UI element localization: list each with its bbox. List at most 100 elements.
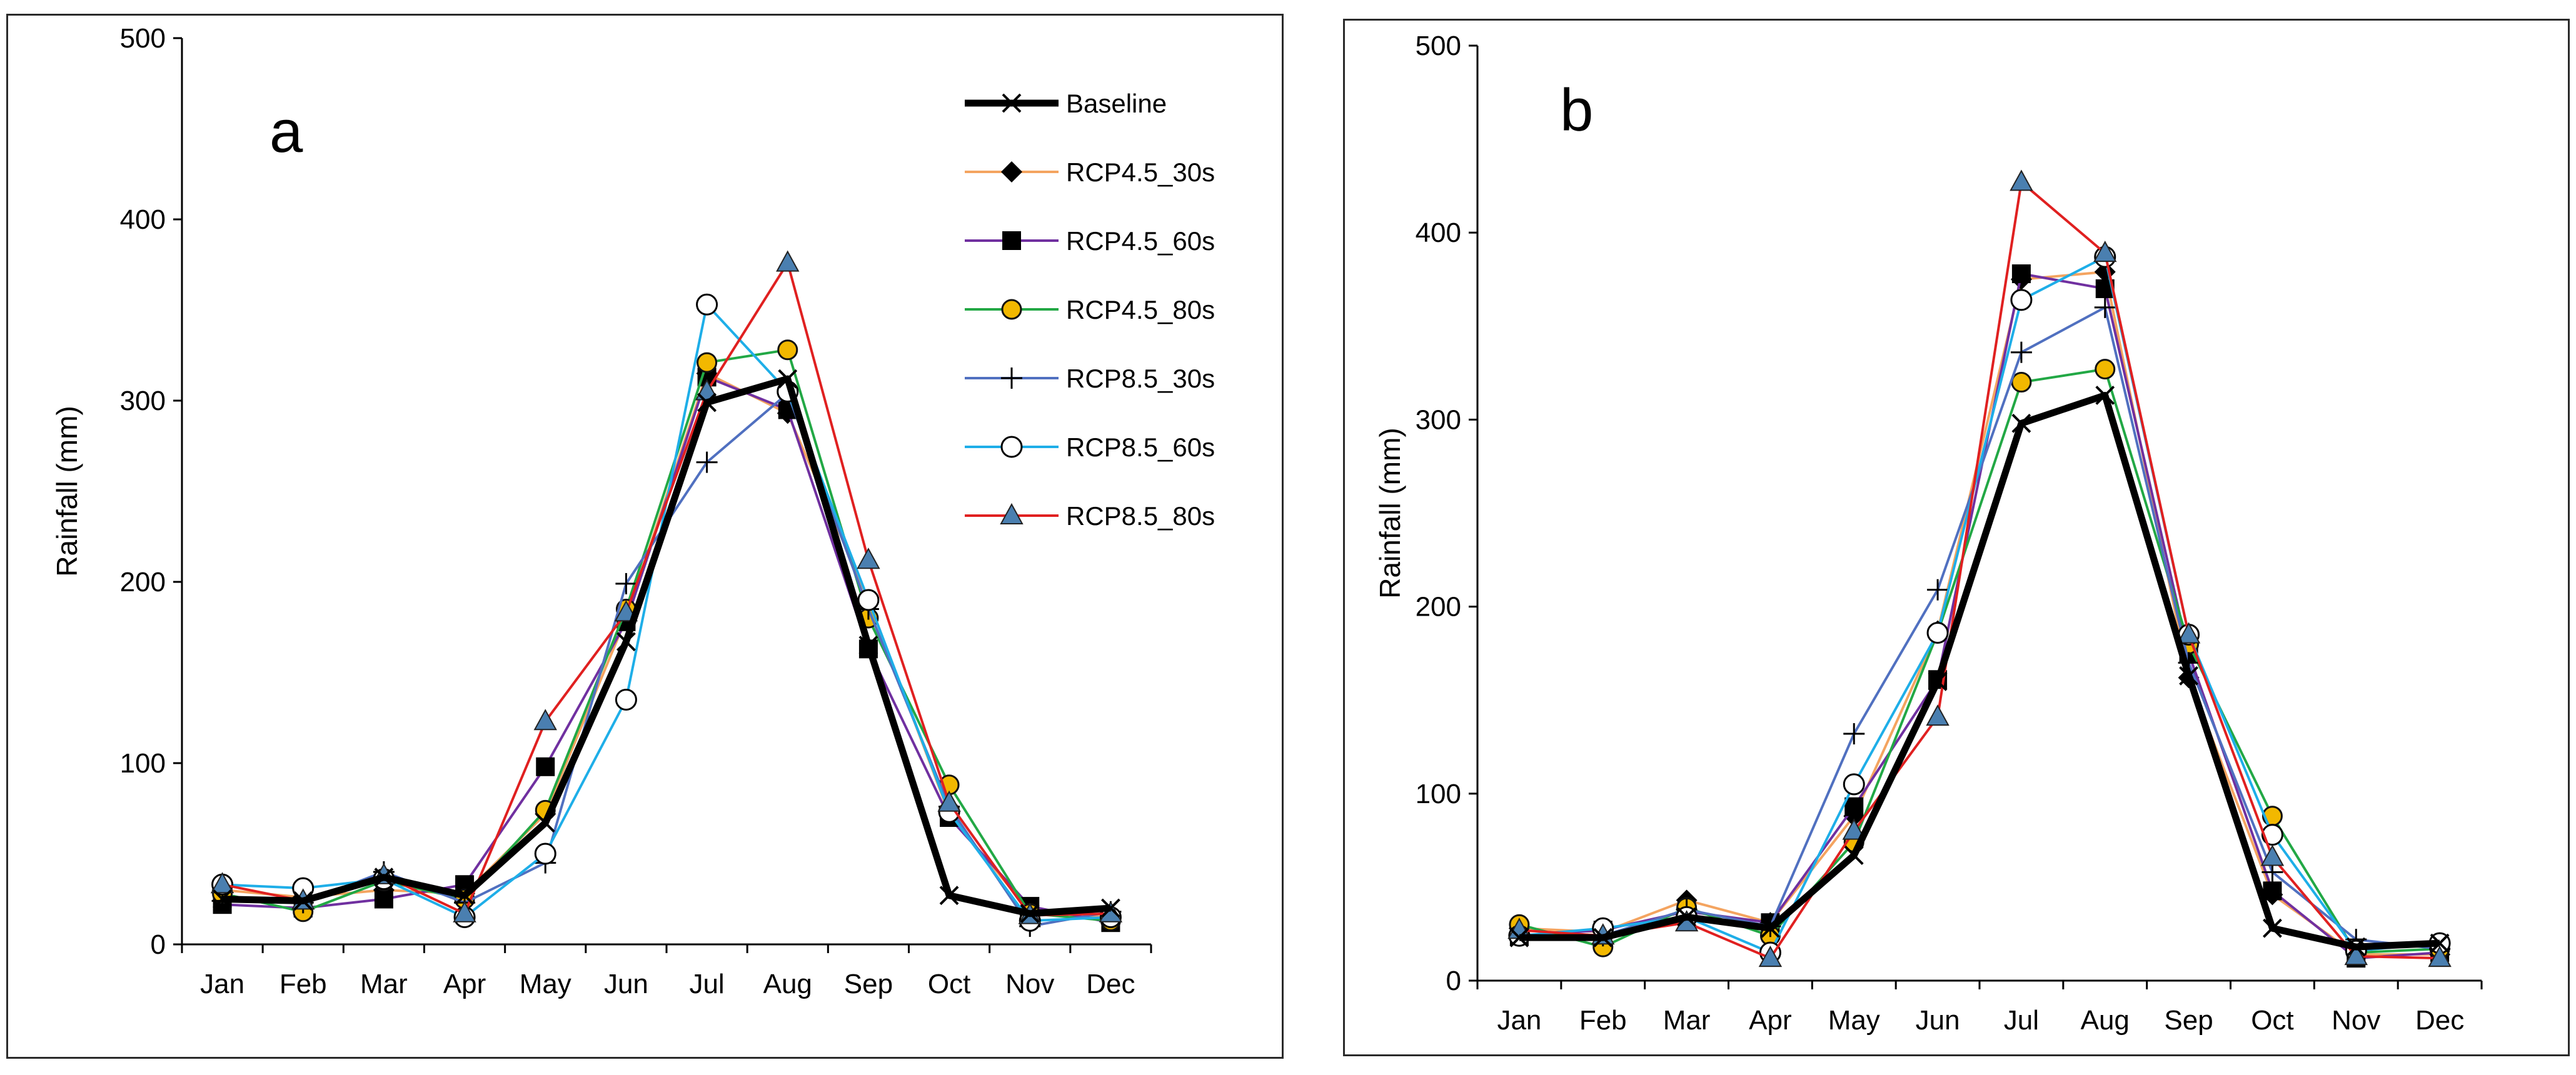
chart-a-point-Baseline bbox=[455, 886, 475, 906]
chart-a-point-RCP8.5_80s bbox=[857, 548, 880, 569]
chart-b-x-tick-label: Aug bbox=[2081, 1005, 2130, 1036]
chart-b-x-tick-label: Apr bbox=[1749, 1005, 1791, 1036]
chart-b-point-RCP4.5_60s bbox=[2011, 264, 2031, 284]
chart-a-point-Baseline bbox=[293, 891, 313, 911]
chart-a-x-tick-label: Nov bbox=[1005, 969, 1054, 999]
chart-a-legend-label-RCP4.5_60s: RCP4.5_60s bbox=[1066, 226, 1215, 256]
chart-b-point-Baseline bbox=[2011, 413, 2031, 433]
chart-a-axes: 0 100 200 300 400 500 Jan Feb Mar Apr May Jun Jul Aug… bbox=[120, 23, 1152, 999]
chart-a-legend: Baseline RCP4.5_30s RCP4.5_60s RCP4.5_80s RC… bbox=[965, 89, 1215, 531]
chart-a-x-tick-label: Feb bbox=[279, 969, 327, 999]
chart-b-point-Baseline bbox=[1677, 907, 1696, 927]
chart-b-series-RCP8.5_30s bbox=[1508, 296, 2451, 960]
chart-a-point-Baseline bbox=[213, 889, 232, 909]
chart-a-point-RCP8.5_60s bbox=[857, 589, 880, 611]
chart-b-point-Baseline bbox=[2346, 937, 2366, 957]
chart-b-panel-label: b bbox=[1560, 77, 1593, 144]
chart-a-legend-label-RCP4.5_30s: RCP4.5_30s bbox=[1066, 158, 1215, 187]
chart-a-point-Baseline bbox=[778, 369, 798, 389]
chart-a-point-RCP8.5_80s bbox=[210, 872, 234, 894]
chart-b-x-tick-label: May bbox=[1828, 1005, 1880, 1036]
chart-b-y-tick-label: 500 bbox=[1416, 31, 1461, 61]
chart-a-series-line-RCP8.5_30s bbox=[222, 392, 1111, 928]
chart-b-x-tick-label: Sep bbox=[2164, 1005, 2213, 1036]
chart-b-x-tick-label: Mar bbox=[1663, 1005, 1711, 1036]
chart-a-point-RCP4.5_60s bbox=[536, 757, 555, 776]
chart-b-point-RCP8.5_80s bbox=[2260, 844, 2285, 866]
chart-panel-a: 0 100 200 300 400 500 Jan Feb Mar Apr May Jun Jul Aug… bbox=[6, 14, 1284, 1059]
chart-b-point-RCP4.5_80s bbox=[2095, 359, 2116, 380]
chart-b-point-RCP4.5_60s bbox=[1844, 797, 1864, 816]
chart-a-point-RCP4.5_80s bbox=[697, 352, 718, 373]
chart-a-panel-label: a bbox=[269, 98, 303, 165]
chart-b-series-line-RCP4.5_30s bbox=[1519, 271, 2440, 956]
chart-a-point-Baseline bbox=[697, 392, 717, 412]
chart-b-y-tick-label: 100 bbox=[1416, 779, 1461, 809]
chart-a-point-RCP4.5_60s bbox=[374, 889, 393, 909]
chart-a-series-line-RCP8.5_80s bbox=[222, 261, 1111, 917]
chart-b-point-RCP8.5_30s bbox=[1927, 579, 1949, 601]
chart-b-x-tick-label: Jan bbox=[1497, 1005, 1541, 1036]
chart-b-series-RCP4.5_30s bbox=[1508, 261, 2451, 966]
chart-b-point-RCP8.5_80s bbox=[2093, 241, 2117, 262]
chart-a-point-Baseline bbox=[1101, 898, 1120, 918]
chart-a-y-tick-label: 400 bbox=[120, 204, 166, 235]
chart-a-point-Baseline bbox=[939, 886, 959, 906]
chart-a-y-axis-title: Rainfall (mm) bbox=[51, 406, 83, 576]
chart-a-point-Baseline bbox=[535, 813, 555, 833]
chart-a-series-RCP8.5_60s bbox=[211, 293, 1122, 932]
chart-a-legend-label-Baseline: Baseline bbox=[1066, 89, 1167, 118]
chart-a-x-tick-label: Apr bbox=[443, 969, 486, 999]
chart-a-series-RCP4.5_80s bbox=[212, 339, 1121, 931]
chart-b-series-RCP8.5_60s bbox=[1508, 246, 2451, 964]
chart-a-point-RCP4.5_80s bbox=[777, 339, 798, 361]
chart-a-y-tick-label: 0 bbox=[151, 929, 166, 960]
chart-b-series-line-Baseline bbox=[1519, 392, 2440, 951]
chart-a-legend-label-RCP8.5_30s: RCP8.5_30s bbox=[1066, 364, 1215, 393]
chart-a-svg: 0 100 200 300 400 500 Jan Feb Mar Apr May Jun Jul Aug… bbox=[51, 23, 1215, 999]
chart-a-legend-marker-RCP8.5_80s bbox=[1000, 502, 1024, 524]
chart-b-y-tick-label: 200 bbox=[1416, 592, 1461, 622]
chart-a-series-line-Baseline bbox=[222, 375, 1111, 918]
chart-a-point-Baseline bbox=[616, 632, 636, 652]
chart-b-point-RCP8.5_80s bbox=[1926, 704, 1950, 726]
chart-b-y-axis-title: Rainfall (mm) bbox=[1374, 428, 1406, 598]
chart-a-y-tick-label: 200 bbox=[120, 567, 166, 598]
chart-b-x-tick-label: Dec bbox=[2415, 1005, 2464, 1036]
chart-a-point-RCP8.5_60s bbox=[615, 689, 637, 711]
chart-a-point-RCP8.5_80s bbox=[533, 709, 557, 731]
chart-b-point-RCP8.5_30s bbox=[2094, 296, 2116, 318]
chart-b-series-line-RCP8.5_80s bbox=[1519, 181, 2440, 960]
chart-a-point-RCP8.5_60s bbox=[534, 842, 556, 865]
chart-b-series-line-RCP8.5_30s bbox=[1519, 306, 2440, 951]
chart-a-point-RCP8.5_80s bbox=[453, 901, 476, 922]
chart-b-series-line-RCP4.5_60s bbox=[1519, 272, 2440, 960]
chart-b-point-RCP4.5_80s bbox=[2011, 372, 2032, 393]
chart-a-point-RCP8.5_80s bbox=[776, 250, 800, 272]
chart-b-y-tick-label: 0 bbox=[1446, 966, 1461, 996]
chart-b-x-tick-label: Feb bbox=[1579, 1005, 1627, 1036]
chart-a-x-tick-label: Sep bbox=[844, 969, 893, 999]
chart-a-y-tick-label: 500 bbox=[120, 23, 166, 54]
chart-b-x-tick-label: Nov bbox=[2332, 1005, 2380, 1036]
chart-a-point-Baseline bbox=[858, 636, 878, 655]
chart-a-series-line-RCP4.5_30s bbox=[222, 372, 1111, 919]
chart-a-y-tick-label: 300 bbox=[120, 386, 166, 416]
chart-b-point-RCP8.5_60s bbox=[1843, 773, 1865, 796]
chart-b-point-Baseline bbox=[1593, 928, 1613, 948]
chart-b-x-tick-label: Oct bbox=[2251, 1005, 2293, 1036]
chart-b-point-Baseline bbox=[2179, 666, 2198, 686]
chart-b-point-Baseline bbox=[1844, 846, 1864, 865]
chart-a-legend-marker-RCP8.5_60s bbox=[1000, 436, 1023, 458]
chart-a-series-RCP4.5_60s bbox=[213, 368, 1120, 932]
chart-a-x-tick-label: Oct bbox=[928, 969, 970, 999]
chart-a-x-tick-label: Dec bbox=[1086, 969, 1135, 999]
chart-a-legend-marker-RCP8.5_30s bbox=[1001, 368, 1022, 389]
chart-b-series-RCP4.5_60s bbox=[1509, 264, 2450, 968]
chart-a-point-RCP8.5_30s bbox=[696, 451, 718, 473]
chart-a-point-RCP8.5_30s bbox=[615, 572, 637, 594]
chart-b-svg: 0 100 200 300 400 500 Jan Feb Mar Apr May Jun Jul Aug… bbox=[1374, 31, 2483, 1036]
chart-a-legend-marker-RCP4.5_80s bbox=[1001, 299, 1022, 320]
chart-a-legend-label-RCP8.5_80s: RCP8.5_80s bbox=[1066, 501, 1215, 531]
chart-b-point-Baseline bbox=[2263, 918, 2282, 938]
